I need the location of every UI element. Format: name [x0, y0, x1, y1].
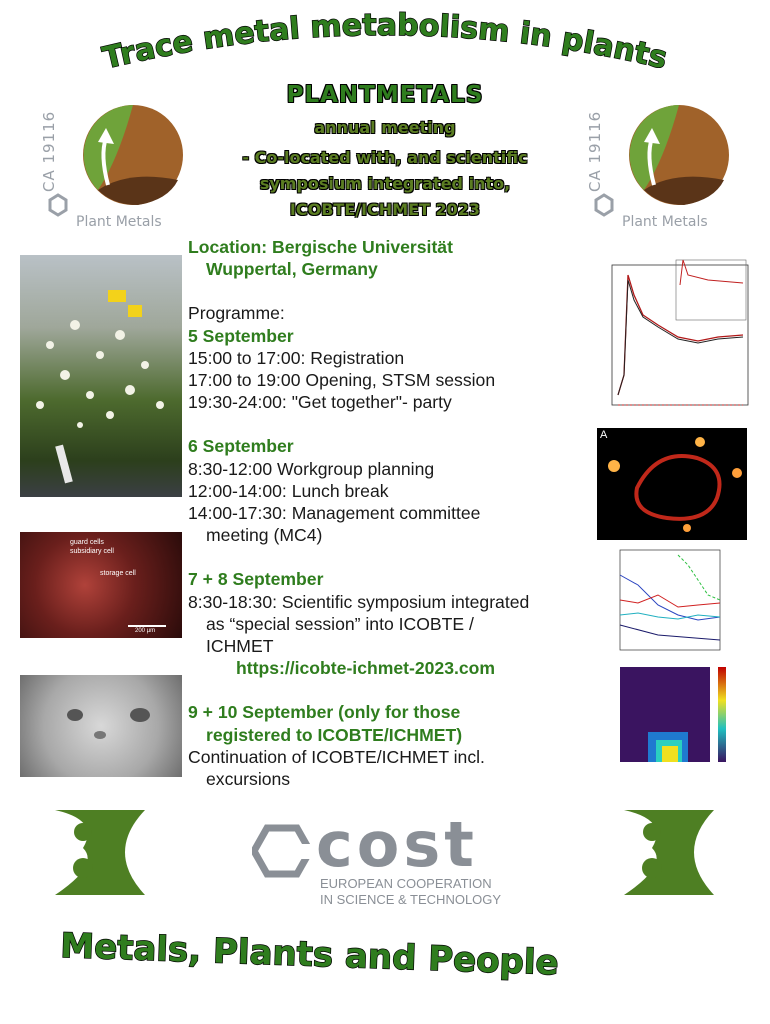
day-heading-9-10-sep: 9 + 10 September (only for those — [188, 702, 461, 723]
schedule-item: ICHMET — [206, 636, 274, 657]
day-heading-7-8-sep: 7 + 8 September — [188, 569, 324, 590]
project-title: PLANTMETALS — [286, 82, 484, 108]
bc-logo-icon — [55, 810, 145, 895]
programme-label: Programme: — [188, 303, 285, 324]
arc-title: Trace metal metabolism in plants — [99, 7, 671, 77]
schedule-item: 12:00-14:00: Lunch break — [188, 480, 389, 501]
heatmap-figure — [598, 662, 758, 777]
arc-title-text: Trace metal metabolism in plants — [99, 7, 671, 77]
globe-logo-icon — [48, 105, 183, 217]
subtitle-line-2: - Co-located with, and scientific — [242, 148, 528, 167]
schedule-item: as “special session” into ICOBTE / — [206, 613, 474, 634]
absorption-spectrum-figure — [588, 255, 758, 425]
plant-metals-logo-left: CA 19116 Plant Metals — [38, 100, 188, 235]
action-code-right: CA 19116 — [586, 110, 604, 192]
gray-micrograph — [20, 675, 182, 777]
schedule-item: 19:30-24:00: "Get together"- party — [188, 392, 452, 413]
subtitle-line-1: annual meeting — [314, 118, 456, 137]
day-heading-9-10-sep-cont: registered to ICOBTE/ICHMET) — [206, 724, 463, 745]
plant-photo — [20, 255, 182, 497]
plant-metals-logo-right: CA 19116 Plant Metals — [584, 100, 734, 235]
micrograph-label-guard-cells: guard cells — [70, 539, 104, 546]
stomata-micrograph: guard cells subsidiary cell storage cell… — [20, 532, 182, 638]
subtitle-line-3: symposium integrated into, — [259, 174, 511, 193]
ihmc-logo-left — [55, 810, 145, 895]
schedule-item: 17:00 to 19:00 Opening, STSM session — [188, 370, 496, 391]
ihmc-logo-right — [624, 810, 714, 895]
schedule-item: meeting (MC4) — [206, 525, 323, 546]
schedule-item: Continuation of ICOBTE/ICHMET incl. — [188, 746, 485, 767]
day-heading-5-sep: 5 September — [188, 325, 294, 346]
conference-link[interactable]: https://icobte-ichmet-2023.com — [236, 658, 496, 679]
schedule-item: 8:30-12:00 Workgroup planning — [188, 458, 435, 479]
hexagon-icon — [252, 824, 312, 878]
cost-tagline-2: IN SCIENCE & TECHNOLOGY — [320, 892, 502, 907]
globe-logo-icon — [594, 105, 729, 217]
day-heading-6-sep: 6 September — [188, 436, 294, 457]
multi-line-chart-figure — [598, 545, 758, 660]
bc-logo-icon — [624, 810, 714, 895]
footer-title-text: Metals, Plants and People — [60, 926, 559, 983]
scale-bar — [128, 625, 166, 627]
cost-wordmark: cost — [316, 808, 478, 881]
cost-logo: cost EUROPEAN COOPERATION IN SCIENCE & T… — [252, 808, 512, 912]
micrograph-scale: 200 µm — [135, 628, 156, 634]
micrograph-label-storage: storage cell — [100, 570, 136, 577]
svg-text:Trace metal metabolism in plan: Trace metal metabolism in plants — [100, 8, 671, 76]
schedule-item: 8:30-18:30: Scientific symposium integra… — [188, 591, 530, 612]
action-name-left: Plant Metals — [76, 214, 162, 230]
location-line-1: Location: Bergische Universität — [188, 237, 453, 257]
programme-text: Location: Bergische Universität Wupperta… — [188, 236, 598, 790]
action-name-right: Plant Metals — [622, 214, 708, 230]
panel-label: A — [600, 429, 608, 441]
cost-tagline-1: EUROPEAN COOPERATION — [320, 876, 492, 891]
fluorescence-image: A — [597, 428, 747, 540]
action-code-left: CA 19116 — [40, 110, 58, 192]
location-line-2: Wuppertal, Germany — [206, 259, 378, 280]
schedule-item: 15:00 to 17:00: Registration — [188, 347, 405, 368]
subtitle-line-4: ICOBTE/ICHMET 2023 — [289, 200, 481, 219]
schedule-item: 14:00-17:30: Management committee — [188, 503, 481, 524]
footer-title: Metals, Plants and People — [60, 925, 560, 984]
schedule-item: excursions — [206, 769, 291, 790]
micrograph-label-subsidiary: subsidiary cell — [70, 548, 114, 555]
